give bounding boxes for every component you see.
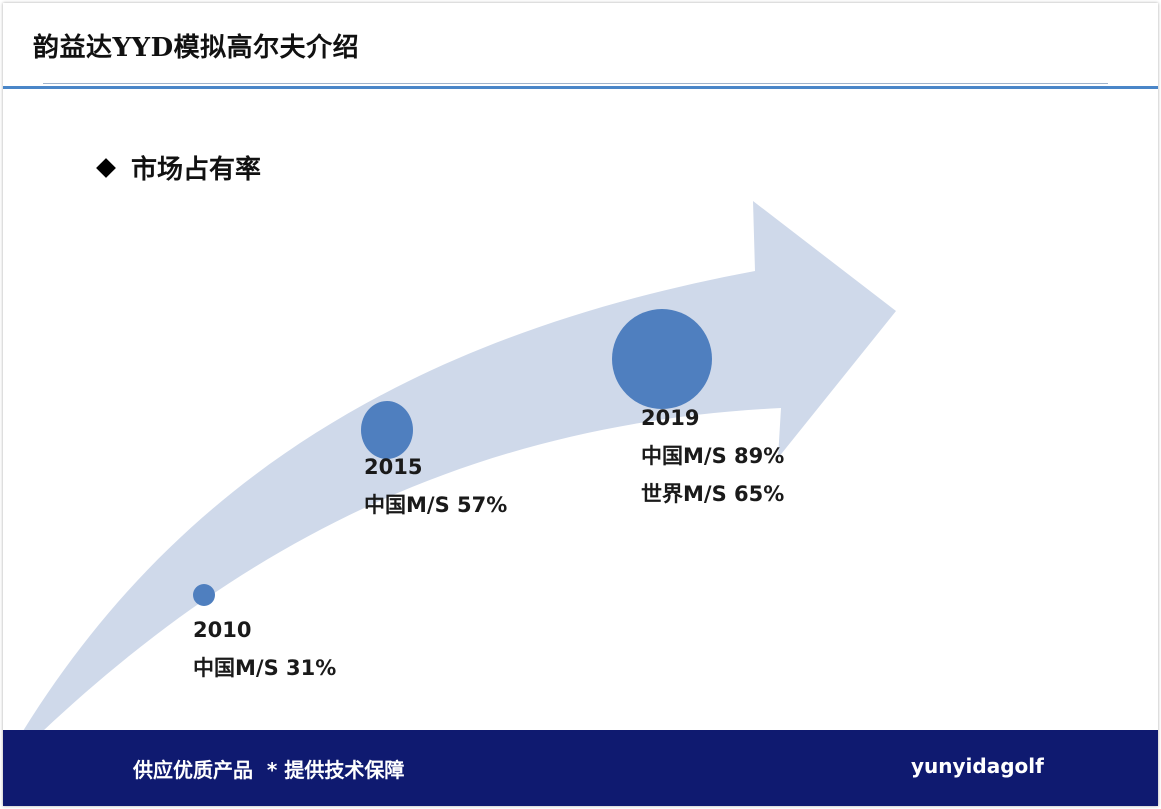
footer-brand: yunyidagolf [911, 754, 1044, 778]
milestone-share-world: 世界M/S 65% [641, 482, 785, 506]
section-heading: 市场占有率 [95, 149, 261, 186]
milestone-year: 2010 [193, 618, 252, 642]
milestone-2015: 2015 中国M/S 57% [364, 448, 507, 524]
milestone-share-china: 中国M/S 89% [641, 444, 785, 468]
milestone-2019-marker [612, 309, 712, 409]
milestone-year: 2015 [364, 455, 423, 479]
growth-arrow-graphic [23, 201, 896, 731]
title-divider [3, 86, 1158, 89]
milestone-share: 中国M/S 57% [364, 493, 508, 517]
milestone-2019: 2019 中国M/S 89% 世界M/S 65% [641, 399, 784, 513]
title-divider-thin [43, 83, 1108, 84]
milestone-year: 2019 [641, 406, 700, 430]
milestone-2010-marker [193, 584, 215, 606]
footer-slogan: 供应优质产品 * 提供技术保障 [133, 758, 405, 782]
milestone-2010: 2010 中国M/S 31% [193, 611, 336, 687]
footer-bar: 供应优质产品 * 提供技术保障 yunyidagolf [3, 730, 1158, 806]
milestone-2015-marker [361, 401, 413, 459]
slide: 韵益达YYD模拟高尔夫介绍 市场占有率 2010 中国M/S 31% 2015 … [3, 3, 1158, 806]
page-title: 韵益达YYD模拟高尔夫介绍 [33, 33, 360, 63]
section-heading-text: 市场占有率 [131, 155, 262, 185]
milestone-share: 中国M/S 31% [193, 656, 337, 680]
